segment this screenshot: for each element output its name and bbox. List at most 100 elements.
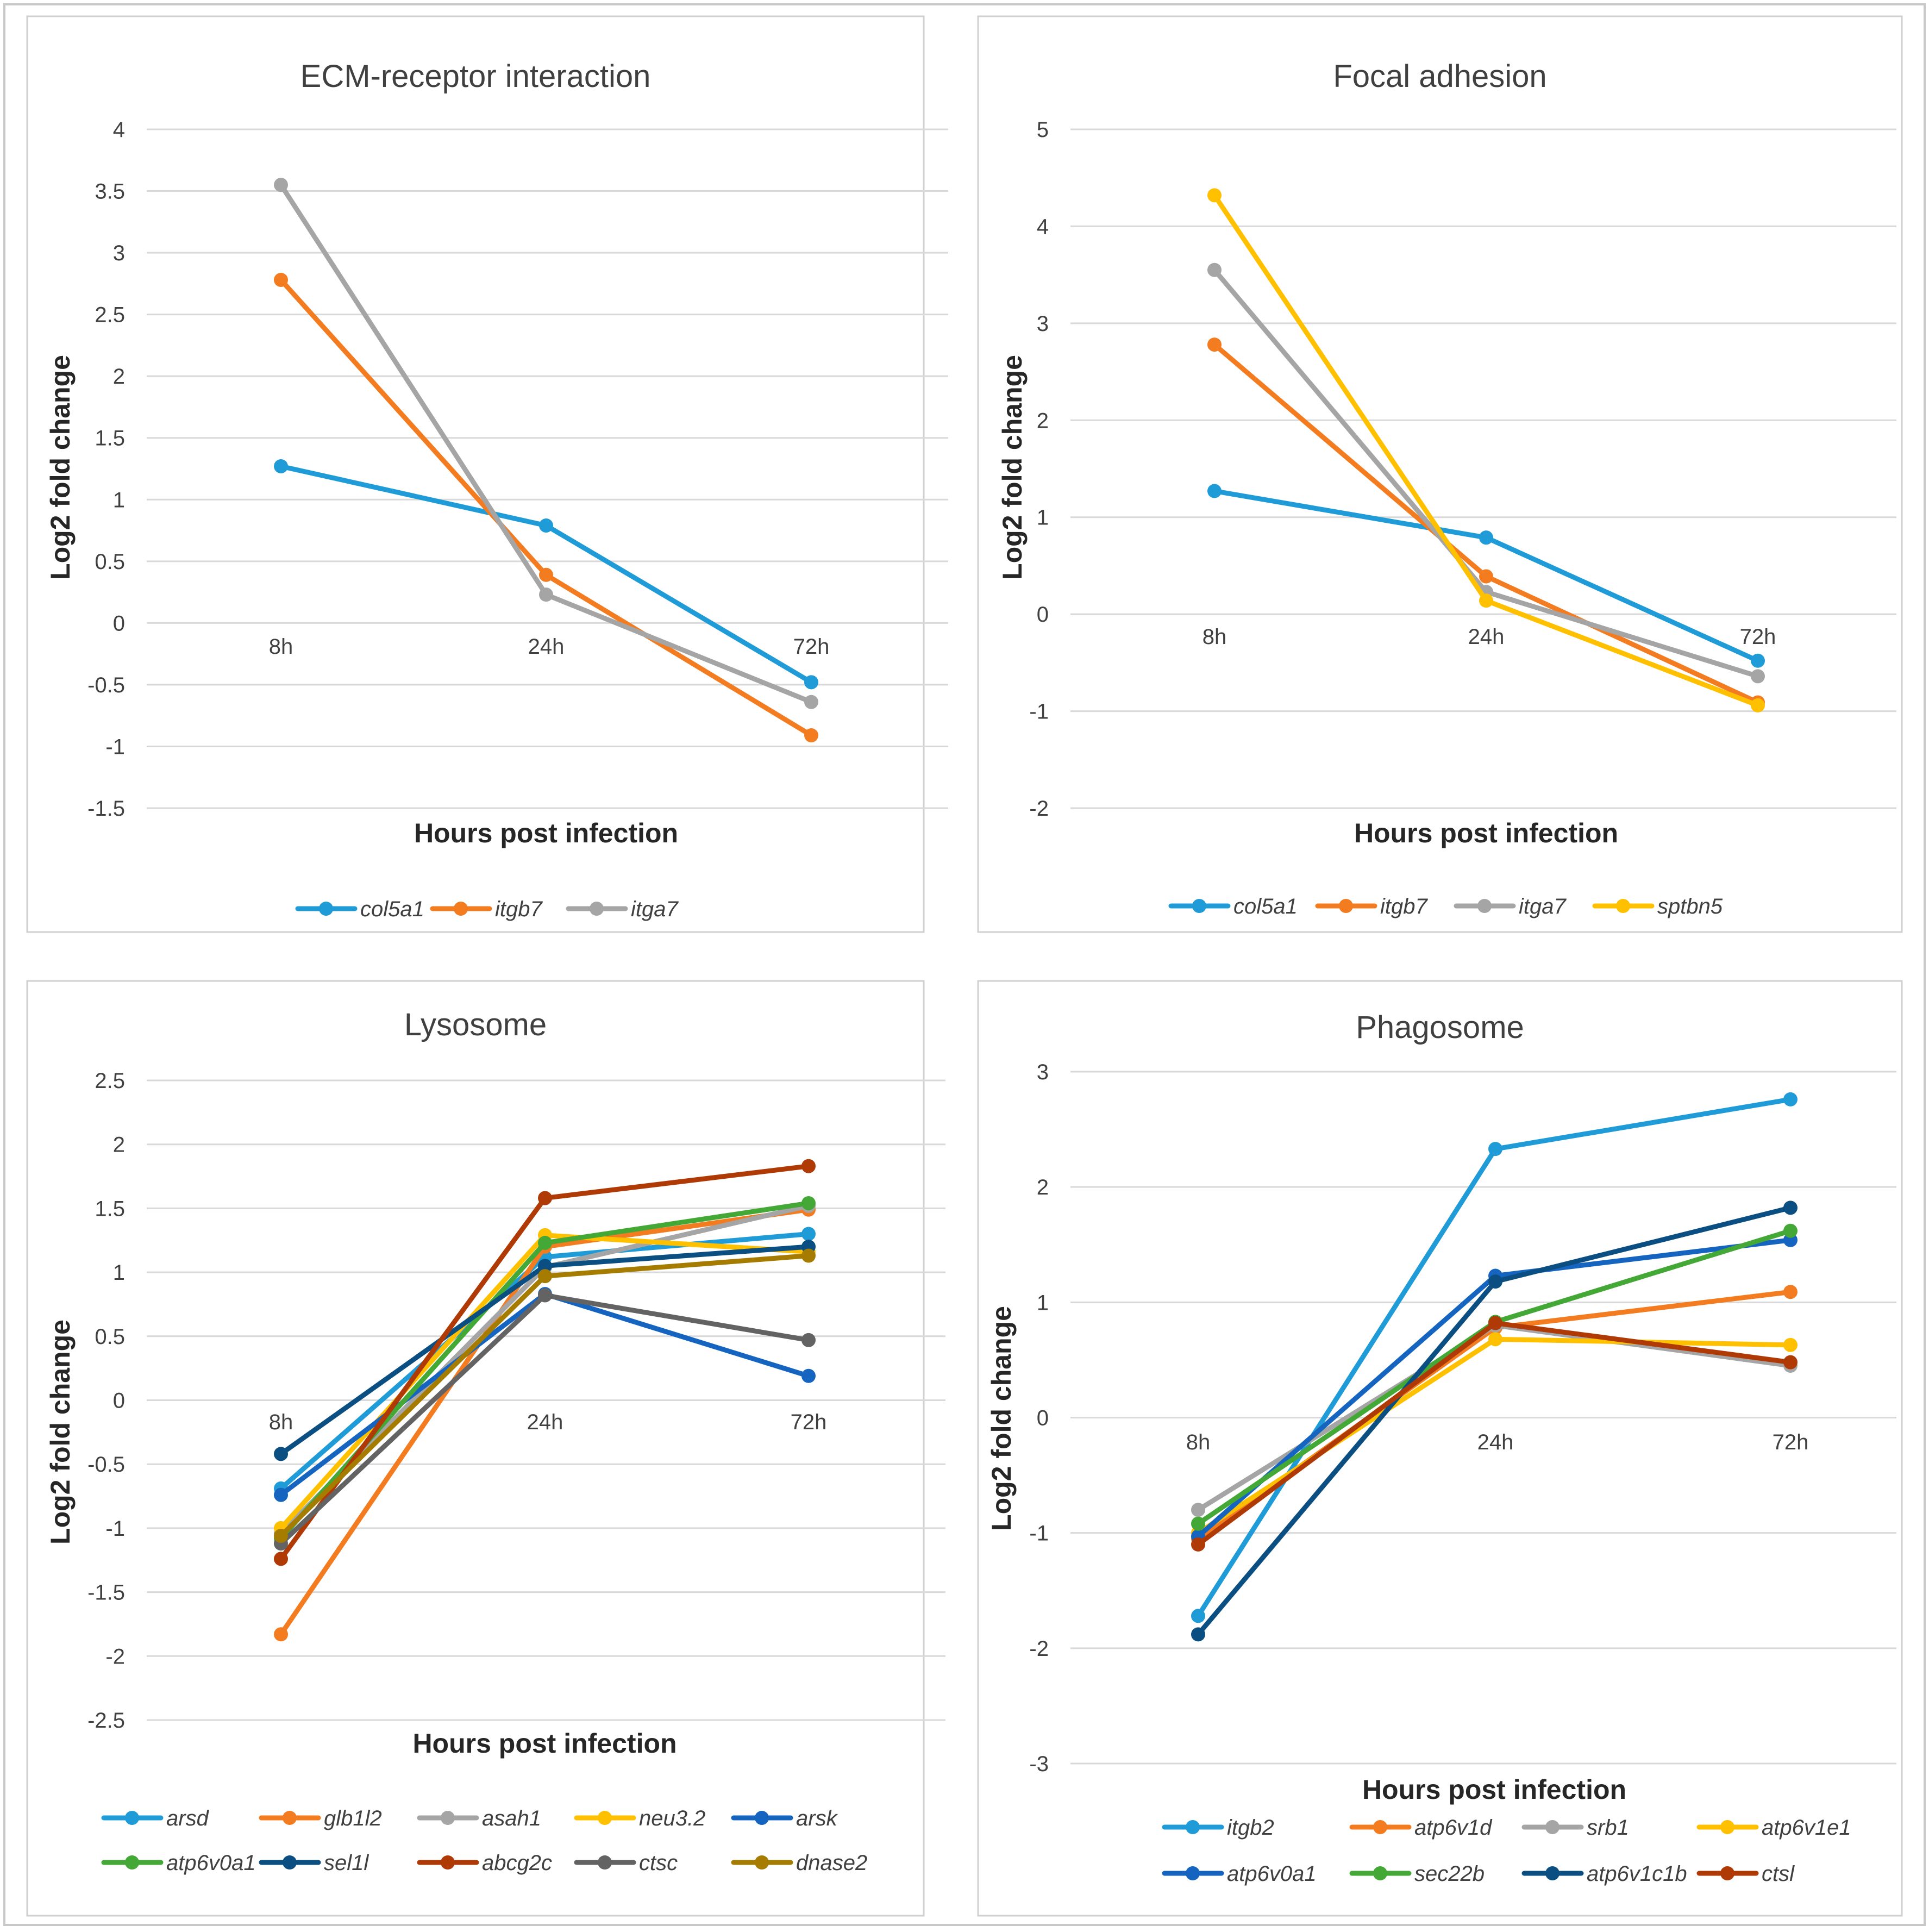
legend-swatch-marker (1373, 1866, 1387, 1880)
data-point-atp6v1d-72h (1783, 1285, 1798, 1299)
legend-label: ctsc (639, 1851, 678, 1875)
y-tick-label: 3.5 (95, 180, 125, 204)
legend-swatch-marker (1186, 1820, 1200, 1834)
data-point-col5a1-8h (1207, 484, 1222, 498)
data-point-abcg2c-72h (801, 1159, 816, 1173)
series-atp6v1c1b (1191, 1201, 1798, 1642)
legend-label: atp6v0a1 (1227, 1862, 1317, 1886)
data-point-ctsl-72h (1783, 1355, 1798, 1370)
y-tick-label: 0 (1037, 603, 1049, 627)
y-tick-label: 2.5 (95, 303, 125, 327)
y-tick-label: -1 (105, 1517, 125, 1541)
legend-item-sec22b: sec22b (1349, 1862, 1485, 1886)
y-tick-label: -1.5 (87, 797, 125, 821)
y-tick-label: 5 (1037, 118, 1049, 142)
data-point-dnase2-72h (801, 1248, 816, 1263)
data-point-ctsl-24h (1488, 1316, 1502, 1330)
y-axis-title: Log2 fold change (45, 355, 76, 580)
legend-label: itgb7 (495, 897, 543, 921)
legend-label: abcg2c (482, 1851, 552, 1875)
y-tick-label: 4 (113, 118, 125, 142)
y-axis-title: Log2 fold change (45, 1320, 76, 1545)
series-ctsc (274, 1288, 816, 1551)
data-point-itga7-24h (539, 587, 553, 602)
legend-item-atp6v1d: atp6v1d (1349, 1816, 1493, 1840)
legend-label: arsk (796, 1806, 838, 1830)
x-axis-title: Hours post infection (1362, 1774, 1626, 1805)
legend-swatch-marker (590, 902, 604, 916)
legend-item-itgb7: itgb7 (430, 897, 543, 921)
data-point-sptbn5-72h (1751, 698, 1765, 712)
y-tick-label: -2 (105, 1645, 125, 1668)
y-tick-label: 1 (1037, 506, 1049, 530)
legend-label: col5a1 (1233, 895, 1298, 918)
data-point-ctsc-72h (801, 1333, 816, 1347)
panel-border (977, 980, 1903, 1917)
legend-item-itga7: itga7 (566, 897, 679, 921)
legend-item-ctsc: ctsc (574, 1851, 678, 1875)
legend-swatch-marker (1720, 1820, 1734, 1834)
x-category-label: 8h (269, 1410, 293, 1434)
legend-item-itga7: itga7 (1454, 895, 1567, 918)
series-sptbn5 (1207, 188, 1765, 712)
legend-item-col5a1: col5a1 (295, 897, 424, 921)
y-tick-label: 4 (1037, 215, 1049, 239)
data-point-itga7-72h (1751, 669, 1765, 684)
series-itga7 (274, 178, 818, 709)
legend-swatch-marker (283, 1855, 297, 1870)
data-point-sel1l-24h (538, 1259, 552, 1273)
data-point-atp6v1c1b-8h (1191, 1627, 1205, 1642)
legend-item-dnase2: dnase2 (731, 1851, 867, 1875)
legend-item-arsk: arsk (731, 1806, 838, 1830)
y-tick-label: -1.5 (87, 1581, 125, 1605)
x-category-label: 8h (1203, 625, 1227, 649)
legend-label: ctsl (1762, 1862, 1795, 1886)
data-point-sptbn5-24h (1479, 593, 1493, 608)
y-tick-label: -2.5 (87, 1709, 125, 1733)
x-category-label: 24h (528, 635, 565, 659)
legend-item-itgb7: itgb7 (1315, 895, 1428, 918)
legend-item-glb1l2: glb1l2 (259, 1806, 382, 1830)
legend-label: dnase2 (796, 1851, 867, 1875)
legend-label: glb1l2 (324, 1806, 382, 1830)
y-tick-label: 2 (113, 1133, 125, 1157)
y-tick-label: -0.5 (87, 1453, 125, 1477)
legend-swatch-marker (1720, 1866, 1734, 1880)
legend-item-abcg2c: abcg2c (417, 1851, 552, 1875)
x-category-label: 72h (1773, 1430, 1809, 1454)
legend-swatch-marker (1477, 899, 1492, 913)
data-point-dnase2-24h (538, 1269, 552, 1284)
data-point-srb1-8h (1191, 1503, 1205, 1517)
data-point-sec22b-72h (1783, 1223, 1798, 1238)
data-point-glb1l2-8h (274, 1627, 288, 1642)
legend-item-neu3-2: neu3.2 (574, 1806, 705, 1830)
legend-item-atp6v1c1b: atp6v1c1b (1521, 1862, 1687, 1886)
y-tick-label: -1 (1029, 700, 1049, 724)
chart-panel-ecm-receptor-interaction: -1.5 -1 -0.5 0 0.5 1 1.5 2 2.5 3 3.5 4 8h 24h 72h ECM-r… (26, 15, 948, 933)
panel-border (977, 15, 1903, 933)
data-point-itgb7-72h (804, 728, 818, 743)
legend-swatch-marker (755, 1811, 769, 1825)
series-ctsl (1191, 1316, 1798, 1552)
legend-item-itgb2: itgb2 (1162, 1816, 1274, 1840)
legend-label: itga7 (631, 897, 679, 921)
data-point-arsk-72h (801, 1368, 816, 1383)
legend-swatch-marker (1616, 899, 1630, 913)
legend-label: itgb7 (1380, 895, 1428, 918)
y-tick-label: 2.5 (95, 1069, 125, 1093)
data-point-atp6v1e1-24h (1488, 1332, 1502, 1347)
data-point-col5a1-8h (274, 459, 288, 473)
y-tick-label: 1 (113, 1261, 125, 1285)
legend-label: arsd (166, 1806, 210, 1830)
y-tick-label: -1 (1029, 1522, 1049, 1546)
data-point-atp6v1e1-72h (1783, 1337, 1798, 1352)
y-axis-title: Log2 fold change (997, 355, 1028, 580)
y-tick-label: 3 (113, 241, 125, 265)
legend-item-atp6v0a1: atp6v0a1 (1162, 1862, 1317, 1886)
legend-swatch-marker (454, 902, 468, 916)
y-tick-label: 0 (1037, 1406, 1049, 1430)
series-col5a1 (274, 459, 818, 690)
x-category-label: 24h (1477, 1430, 1514, 1454)
legend-item-sptbn5: sptbn5 (1592, 895, 1723, 918)
data-point-abcg2c-24h (538, 1191, 552, 1205)
